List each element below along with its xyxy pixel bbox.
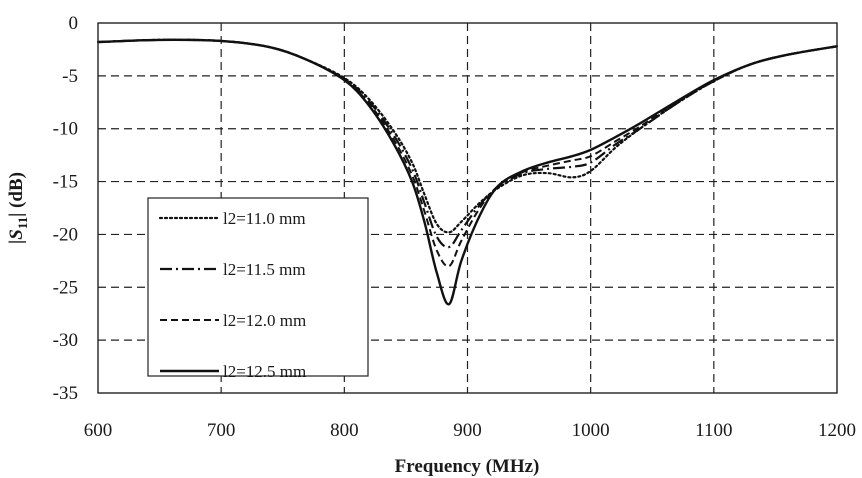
legend-label-4: l2=12.5 mm bbox=[223, 362, 306, 381]
legend-items: l2=11.0 mm l2=11.5 mm l2=12.0 mm l2=12.5 mm bbox=[158, 209, 306, 381]
y-axis-title-symbol: S bbox=[6, 229, 27, 240]
x-tick-label: 900 bbox=[453, 420, 482, 441]
y-tick-label: -15 bbox=[53, 172, 78, 193]
y-axis-title-bar: | bbox=[6, 240, 27, 244]
y-tick-label: -25 bbox=[53, 277, 78, 298]
y-axis-title-unit: | (dB) bbox=[6, 172, 27, 217]
legend-label-2: l2=11.5 mm bbox=[223, 260, 306, 279]
y-tick-label: 0 bbox=[69, 13, 79, 34]
x-tick-labels: 600 700 800 900 1000 1100 1200 bbox=[84, 420, 856, 441]
x-tick-label: 1100 bbox=[695, 420, 732, 441]
legend-label-1: l2=11.0 mm bbox=[223, 209, 306, 228]
x-axis-title: Frequency (MHz) bbox=[395, 456, 540, 477]
y-tick-label: -30 bbox=[53, 330, 78, 351]
x-tick-label: 1200 bbox=[818, 420, 856, 441]
y-tick-label: -10 bbox=[53, 119, 78, 140]
y-tick-label: -20 bbox=[53, 224, 78, 245]
x-tick-label: 1000 bbox=[572, 420, 610, 441]
plot-frame bbox=[97, 22, 838, 394]
legend-label-3: l2=12.0 mm bbox=[223, 311, 306, 330]
y-axis-title: |S11| (dB) bbox=[6, 172, 30, 244]
y-axis-title-subscript: 11 bbox=[15, 217, 30, 229]
legend: l2=11.0 mm l2=11.5 mm l2=12.0 mm l2=12.5 mm bbox=[147, 197, 369, 381]
y-tick-labels: 0 -5 -10 -15 -20 -25 -30 -35 bbox=[53, 13, 78, 404]
series-line-4 bbox=[97, 38, 838, 306]
y-tick-label: -5 bbox=[62, 66, 78, 87]
legend-box bbox=[147, 197, 369, 377]
x-tick-label: 600 bbox=[84, 420, 113, 441]
x-tick-label: 800 bbox=[330, 420, 359, 441]
x-tick-label: 700 bbox=[207, 420, 236, 441]
series-layer bbox=[96, 38, 839, 306]
y-tick-label: -35 bbox=[53, 383, 78, 404]
